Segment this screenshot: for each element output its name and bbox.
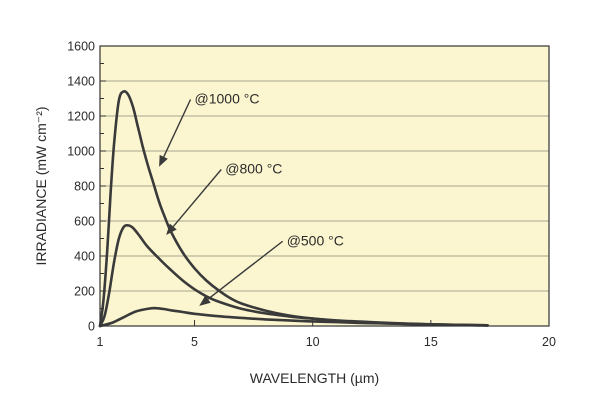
annotation-arrow-line [207,240,284,300]
x-tick-label: 20 [542,335,556,349]
x-tick-label: 10 [306,335,320,349]
annotation-label: @1000 °C [195,91,260,107]
x-tick-label: 15 [424,335,438,349]
plot-frame [99,45,550,327]
grid-lines [100,80,549,292]
series-lines [98,89,489,328]
y-tick-label: 0 [88,320,95,334]
y-tick-label: 1000 [67,145,95,159]
annotation-arrowhead [166,223,177,235]
annotation-label: @500 °C [287,232,344,248]
x-tick-label: 5 [191,335,198,349]
annotation-arrow-line [172,169,222,228]
annotation-arrowhead [199,295,211,306]
y-tick-label: 1200 [67,110,95,124]
y-tick-label: 200 [74,285,95,299]
annotation-label: @800 °C [225,161,282,177]
y-tick-label: 800 [74,180,95,194]
x-axis-label: WAVELENGTH (µm) [250,370,379,386]
y-tick-label: 1600 [67,40,95,54]
y-tick-label: 600 [74,215,95,229]
y-tick-label: 400 [74,250,95,264]
y-axis-label: IRRADIANCE (mW cm⁻²) [33,106,49,265]
annotation-arrow-line [163,99,192,158]
x-tick-label: 1 [97,335,104,349]
y-tick-label: 1400 [67,75,95,89]
annotations: @1000 °C @800 °C @500 °C [159,91,344,306]
series-line-2 [98,306,489,328]
annotation-arrowhead [159,154,168,167]
